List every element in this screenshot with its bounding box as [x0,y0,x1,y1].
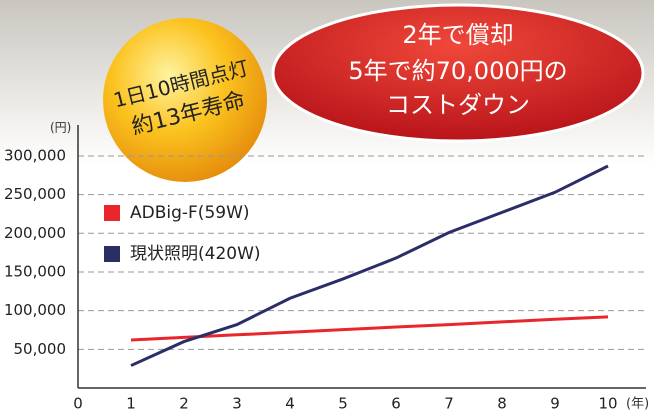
y-tick-label: 300,000 [4,146,66,164]
x-tick-label: 5 [338,395,348,412]
banner-line: 2年で償却 [402,21,513,49]
legend-label: 現状照明(420W) [130,244,261,264]
x-tick-label: 3 [232,395,242,412]
y-tick-label: 250,000 [4,185,66,203]
x-tick-label: 0 [73,395,83,412]
x-tick-label: 7 [444,395,454,412]
x-tick-label: 8 [497,395,507,412]
y-tick-label: 100,000 [4,301,66,319]
x-unit: (年) [626,397,649,412]
y-tick-label: 150,000 [4,262,66,280]
banner-line: コストダウン [386,91,530,119]
legend-swatch [104,205,120,221]
x-tick-label: 10 [598,395,617,412]
x-tick-label: 4 [285,395,295,412]
x-tick-label: 6 [391,395,401,412]
banner-line: 5年で約70,000円の [348,57,567,85]
legend-label: ADBig-F(59W) [130,203,250,223]
y-unit: (円) [50,121,71,135]
legend-swatch [104,246,120,262]
x-tick-label: 1 [126,395,136,412]
x-tick-label: 2 [179,395,189,412]
y-tick-label: 200,000 [4,224,66,242]
y-tick-label: 50,000 [14,340,67,358]
x-tick-label: 9 [550,395,560,412]
chart: 1日10時間点灯 約13年寿命 2年で償却 5年で約70,000円の コストダウ… [0,0,654,412]
